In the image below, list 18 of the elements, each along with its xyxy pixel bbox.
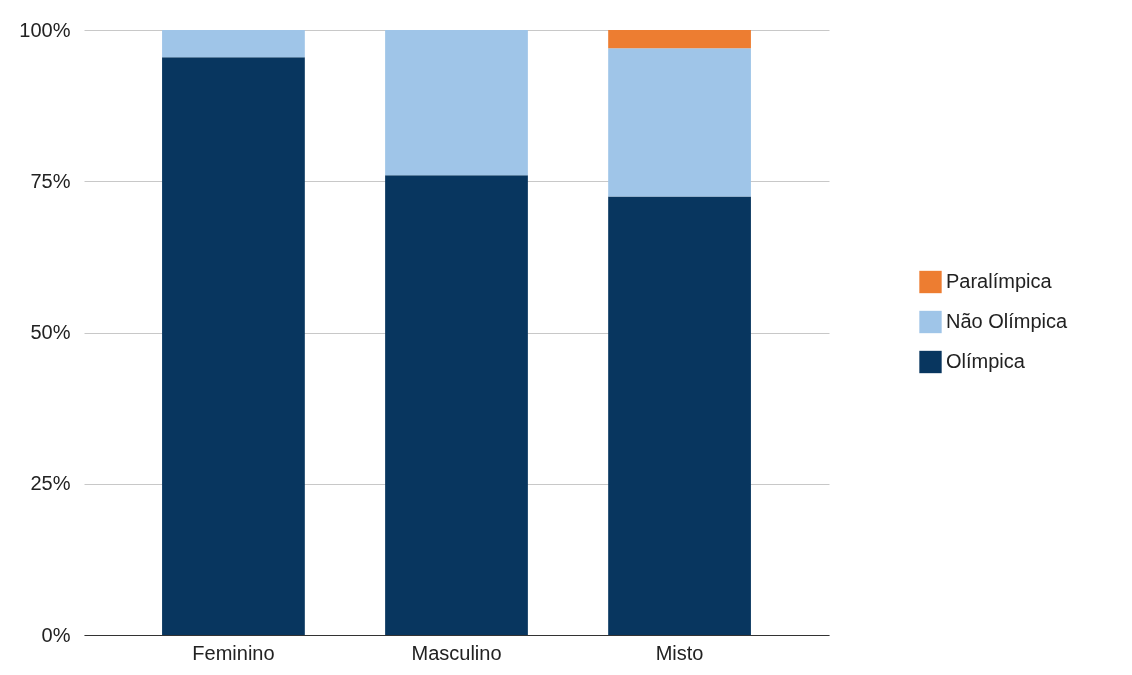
y-tick-label: 25% (30, 472, 71, 495)
bar (162, 57, 305, 635)
y-tick-label: 50% (30, 321, 71, 343)
x-tick-label: Misto (655, 641, 704, 664)
legend-label: Não Olímpica (946, 310, 1069, 332)
y-tick-label: 100% (19, 18, 71, 41)
bar (162, 30, 305, 58)
y-tick-label: 0% (41, 623, 71, 646)
bar (385, 30, 528, 176)
bar (608, 48, 751, 197)
bar (385, 175, 528, 635)
x-tick-label: Feminino (192, 641, 275, 664)
y-tick-label: 75% (30, 169, 71, 192)
legend-label: Paralímpica (946, 270, 1053, 292)
legend-label: Olímpica (946, 350, 1026, 372)
bar (608, 196, 751, 635)
bar (608, 30, 751, 49)
x-tick-label: Masculino (411, 641, 502, 664)
